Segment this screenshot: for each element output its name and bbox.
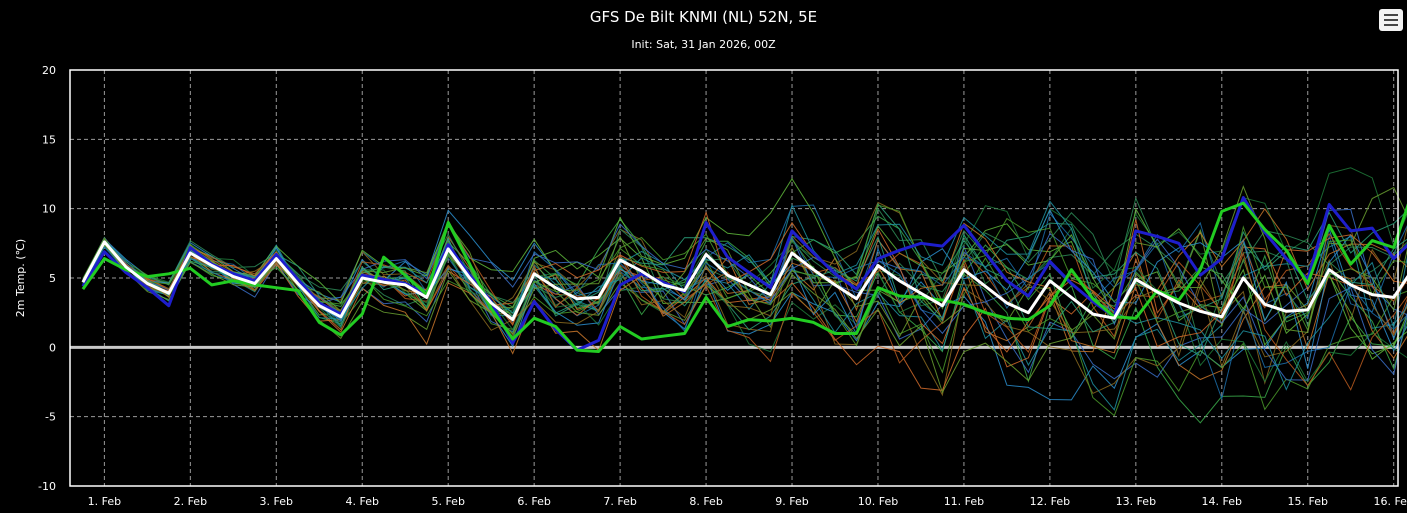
ensemble-member-line [82, 224, 1407, 391]
x-tick-label: 9. Feb [775, 495, 808, 508]
x-tick-label: 16. Feb [1373, 495, 1407, 508]
chart-subtitle: Init: Sat, 31 Jan 2026, 00Z [631, 38, 776, 51]
x-tick-label: 1. Feb [88, 495, 121, 508]
grid [70, 70, 1398, 486]
y-axis-label: 2m Temp. (℃) [14, 239, 27, 317]
x-tick-label: 2. Feb [174, 495, 207, 508]
ensemble-members [82, 167, 1407, 424]
ensemble-member-line [82, 196, 1407, 350]
y-tick-label: 0 [49, 341, 56, 354]
main-series [81, 196, 1407, 353]
x-tick-label: 7. Feb [603, 495, 636, 508]
x-tick-label: 5. Feb [431, 495, 464, 508]
mean-series-line [81, 240, 1407, 322]
x-tick-label: 10. Feb [858, 495, 898, 508]
y-tick-label: 5 [49, 272, 56, 285]
operational-series-line [81, 201, 1407, 353]
ensemble-member-line [82, 204, 1407, 332]
x-tick-label: 13. Feb [1116, 495, 1156, 508]
chart-title: GFS De Bilt KNMI (NL) 52N, 5E [589, 8, 818, 26]
y-axis: -10 -5 0 5 10 15 20 [38, 64, 56, 493]
x-tick-label: 11. Feb [944, 495, 984, 508]
y-tick-label: 15 [42, 133, 56, 146]
y-tick-label: 20 [42, 64, 56, 77]
plot-frame [69, 69, 1399, 487]
x-tick-label: 4. Feb [346, 495, 379, 508]
y-tick-label: -5 [45, 411, 56, 424]
x-tick-label: 15. Feb [1288, 495, 1328, 508]
x-tick-label: 12. Feb [1030, 495, 1070, 508]
x-tick-label: 3. Feb [260, 495, 293, 508]
y-tick-label: -10 [38, 480, 56, 493]
ensemble-member-line [82, 208, 1407, 355]
ensemble-member-line [82, 223, 1407, 355]
x-axis: 1. Feb 2. Feb 3. Feb 4. Feb 5. Feb 6. Feb 7. F… [88, 495, 1407, 508]
x-tick-label: 6. Feb [517, 495, 550, 508]
x-tick-label: 14. Feb [1202, 495, 1242, 508]
hamburger-menu-icon[interactable] [1379, 9, 1403, 31]
y-tick-label: 10 [42, 203, 56, 216]
ensemble-member-line [82, 209, 1407, 401]
x-tick-label: 8. Feb [689, 495, 722, 508]
control-series-line [81, 196, 1407, 352]
ensemble-member-line [82, 200, 1407, 391]
